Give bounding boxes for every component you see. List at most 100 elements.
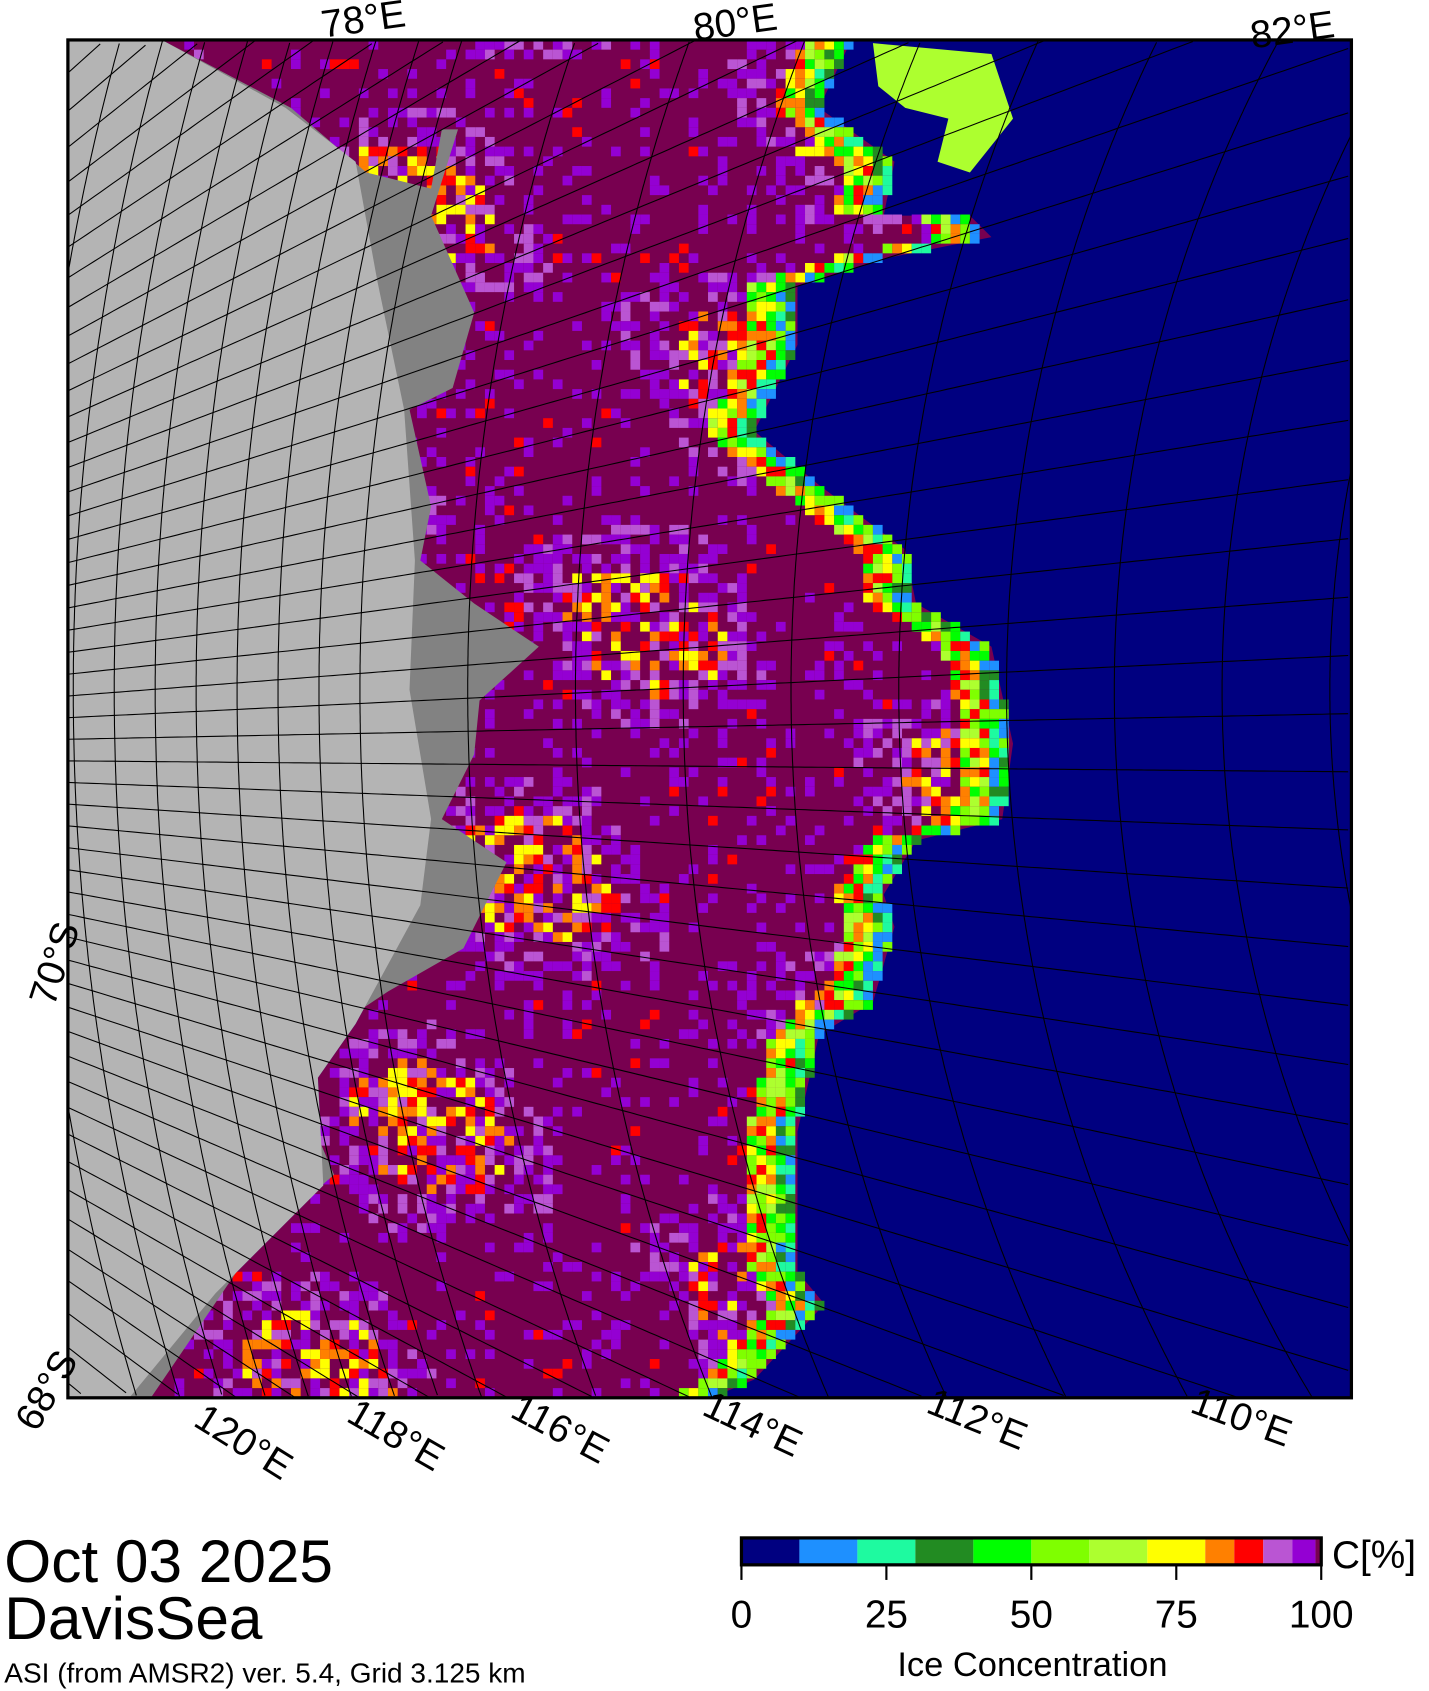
ice-cell — [504, 903, 515, 913]
graticule-meridian — [67, 479, 1349, 653]
ice-cell — [688, 1203, 699, 1214]
ice-cell — [678, 544, 689, 554]
ice-cell — [232, 1271, 243, 1282]
colorbar-bin-10 — [1263, 1537, 1293, 1565]
ice-cell — [708, 602, 718, 613]
ice-cell — [601, 340, 612, 351]
ice-cell — [475, 563, 485, 574]
ice-cell — [358, 1145, 369, 1156]
ice-cell — [882, 214, 893, 225]
graticule-parallel — [318, 40, 438, 1396]
ice-cell — [543, 1262, 553, 1272]
ice-cell — [533, 854, 544, 865]
ice-cell — [727, 282, 738, 293]
ice-cell — [746, 1339, 757, 1350]
ice-cell — [494, 369, 505, 380]
ice-cell — [834, 263, 844, 273]
colorbar-title: Ice Concentration — [897, 1646, 1167, 1684]
ice-cell — [407, 1077, 418, 1088]
ice-cell — [717, 350, 728, 361]
ice-cell — [572, 573, 582, 584]
ice-cell — [979, 806, 990, 816]
ice-cell — [863, 146, 873, 157]
ice-cell — [543, 602, 553, 613]
ice-cell — [863, 563, 873, 574]
ice-cell — [494, 495, 505, 506]
ice-cell — [358, 1155, 369, 1166]
ice-cell — [795, 1058, 806, 1069]
ice-cell — [581, 670, 592, 681]
ice-cell — [882, 815, 893, 826]
ice-cell — [795, 1087, 806, 1098]
ice-cell — [746, 292, 757, 302]
ice-cell — [455, 980, 466, 991]
ice-cell — [805, 69, 815, 79]
ice-cell — [533, 825, 544, 836]
ice-cell — [727, 583, 738, 593]
ice-cell — [746, 117, 757, 128]
ice-cell — [678, 1174, 689, 1185]
ice-cell — [572, 166, 582, 176]
ice-cell — [620, 592, 631, 603]
ice-cell — [678, 563, 689, 574]
ice-cell — [708, 379, 718, 390]
ice-cell — [504, 971, 515, 981]
ice-cell — [659, 563, 670, 574]
ice-cell — [213, 1329, 224, 1340]
ice-cell — [708, 418, 718, 428]
ice-cell — [446, 980, 456, 991]
ice-cell — [533, 1174, 544, 1185]
ice-cell — [775, 369, 786, 380]
ice-cell — [727, 1262, 738, 1272]
ice-cell — [649, 330, 660, 341]
ice-cell — [775, 1320, 786, 1330]
ice-cell — [436, 1174, 447, 1185]
ice-cell — [659, 650, 670, 661]
ice-cell — [756, 1087, 767, 1098]
ice-cell — [174, 1388, 185, 1398]
ice-cell — [601, 660, 612, 671]
ice-cell — [766, 311, 776, 322]
ice-cell — [494, 1087, 505, 1098]
ice-cell — [756, 98, 767, 108]
ice-cell — [611, 1281, 621, 1292]
ice-cell — [756, 1009, 767, 1020]
ice-cell — [940, 233, 951, 244]
ice-cell — [455, 1135, 466, 1146]
ice-cell — [698, 1252, 709, 1263]
ice-cell — [174, 1378, 185, 1389]
ice-cell — [465, 166, 476, 176]
ice-cell — [698, 1281, 709, 1292]
ice-cell — [931, 641, 941, 651]
ice-cell — [475, 272, 485, 283]
ice-cell — [814, 689, 825, 700]
ice-cell — [446, 1038, 456, 1049]
ice-cell — [533, 534, 544, 545]
ice-cell — [562, 253, 573, 264]
ice-cell — [756, 1329, 767, 1340]
ice-cell — [746, 534, 757, 545]
ice-cell — [756, 941, 767, 952]
ice-cell — [814, 146, 825, 157]
ice-cell — [417, 1116, 427, 1127]
ice-cell — [475, 224, 485, 234]
ice-cell — [300, 1339, 311, 1350]
ice-cell — [708, 844, 718, 855]
ice-cell — [271, 1320, 282, 1330]
ice-cell — [814, 214, 825, 225]
ice-cell — [649, 39, 660, 50]
ice-cell — [737, 990, 747, 1001]
ice-cell — [436, 553, 447, 564]
ice-cell — [805, 1029, 815, 1039]
ice-cell — [562, 777, 573, 787]
ice-cell — [882, 922, 893, 933]
ice-cell — [494, 146, 505, 157]
ice-cell — [659, 709, 670, 719]
ice-cell — [484, 146, 495, 157]
graticule-meridian — [67, 44, 146, 112]
ice-cell — [766, 107, 776, 118]
ice-cell — [533, 1281, 544, 1292]
ice-cell — [853, 796, 864, 807]
ice-cell — [940, 728, 951, 739]
ice-cell — [552, 883, 563, 894]
